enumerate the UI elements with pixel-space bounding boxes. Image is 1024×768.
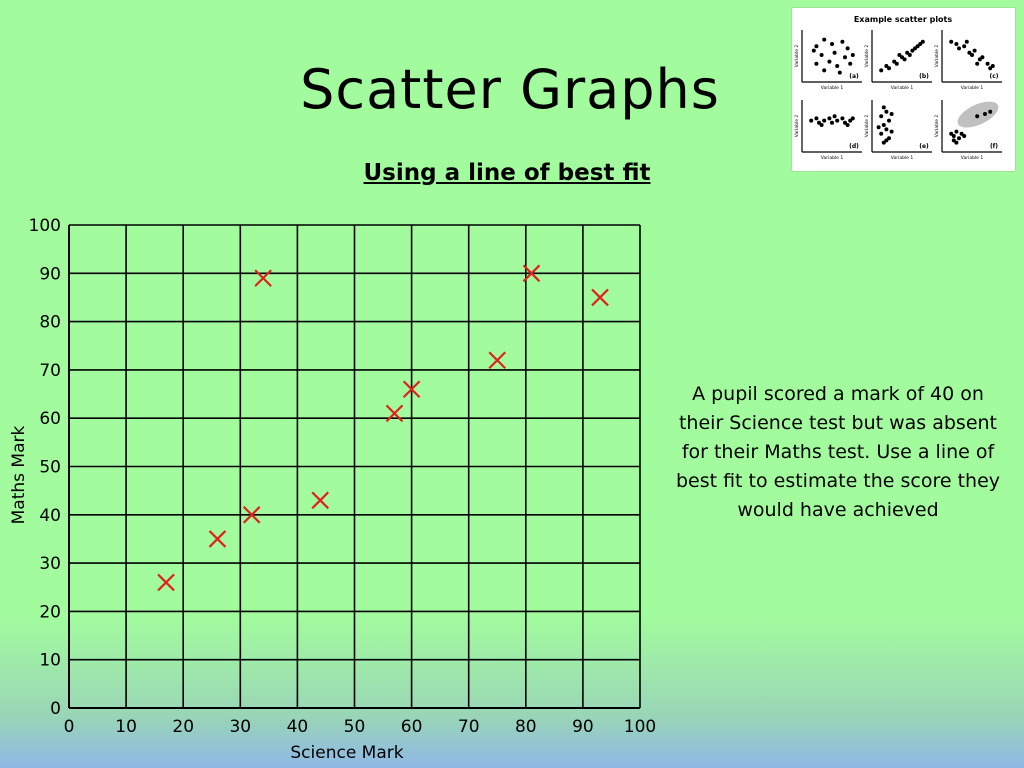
panel-label: (a) [849, 73, 859, 80]
data-points [157, 264, 609, 592]
x-tick-label: 50 [344, 717, 366, 737]
panel-label: (f) [990, 143, 998, 150]
panel-xlabel: Variable 1 [821, 85, 844, 91]
data-point-cross [242, 506, 261, 524]
panel-ylabel: Variable 2 [794, 45, 800, 68]
panel-label: (b) [919, 73, 929, 80]
x-axis-label: Science Mark [290, 743, 403, 763]
example-panel: (f) Variable 1 Variable 2 [934, 100, 1002, 161]
panel-label: (c) [989, 73, 998, 80]
panel-xlabel: Variable 1 [891, 85, 914, 91]
y-tick-label: 10 [39, 651, 61, 671]
slide-subtitle: Using a line of best fit [363, 160, 651, 186]
x-tick-label: 40 [287, 717, 309, 737]
y-tick-labels: 0 10 20 30 40 50 60 70 80 90 100 [29, 216, 61, 719]
chart-grid [68, 224, 641, 709]
x-tick-label: 90 [572, 717, 594, 737]
panel-label: (d) [849, 143, 859, 150]
data-point-cross [591, 288, 609, 307]
x-tick-label: 80 [515, 717, 537, 737]
y-tick-label: 90 [39, 264, 61, 284]
slide-title: Scatter Graphs [300, 58, 720, 121]
y-tick-label: 60 [39, 409, 61, 429]
thumbnail-title: Example scatter plots [854, 15, 953, 24]
panel-xlabel: Variable 1 [961, 85, 984, 91]
x-tick-label: 20 [172, 717, 194, 737]
data-point-cross [157, 573, 175, 592]
panel-ylabel: Variable 2 [864, 115, 870, 138]
data-point-cross [254, 269, 272, 287]
x-tick-label: 0 [64, 717, 75, 737]
panel-ylabel: Variable 2 [934, 115, 940, 138]
scatter-chart: 0 10 20 30 40 50 60 70 80 90 100 0 10 20 30 40 50 60 70 80… [9, 216, 657, 763]
example-panel: (a) Variable 1 Variable 2 [794, 30, 862, 91]
panel-ylabel: Variable 2 [864, 45, 870, 68]
example-panel: (b) Variable 1 Variable 2 [864, 30, 932, 91]
example-panel: (e) Variable 1 Variable 2 [864, 100, 932, 161]
data-point-cross [488, 351, 507, 370]
x-tick-label: 70 [458, 717, 480, 737]
x-tick-labels: 0 10 20 30 40 50 60 70 80 90 100 [64, 717, 657, 737]
data-point-cross [522, 264, 541, 283]
example-scatter-plots-graphic: Example scatter plots (a) Variable 1 Varia… [794, 15, 1002, 161]
y-tick-label: 80 [39, 313, 61, 333]
x-tick-label: 30 [229, 717, 251, 737]
panel-ylabel: Variable 2 [934, 45, 940, 68]
panel-label: (e) [919, 143, 929, 150]
example-panel: (c) Variable 1 Variable 2 [934, 30, 1002, 91]
data-point-cross [385, 404, 404, 423]
y-axis-label: Maths Mark [9, 425, 29, 524]
example-scatter-plots-image: Example scatter plots (a) Variable 1 Varia… [792, 8, 1015, 171]
panel-xlabel: Variable 1 [961, 155, 984, 161]
x-tick-label: 100 [624, 717, 656, 737]
data-point-cross [402, 380, 421, 398]
panel-xlabel: Variable 1 [891, 155, 914, 161]
y-tick-label: 50 [39, 458, 61, 478]
y-tick-label: 100 [29, 216, 61, 236]
x-tick-label: 10 [115, 717, 137, 737]
question-text: A pupil scored a mark of 40 on their Sci… [675, 383, 1001, 521]
x-tick-label: 60 [401, 717, 423, 737]
y-tick-label: 0 [50, 699, 61, 719]
y-tick-label: 20 [39, 602, 61, 622]
y-tick-label: 30 [39, 554, 61, 574]
y-tick-label: 40 [39, 506, 61, 526]
example-panel: (d) Variable 1 Variable 2 [794, 100, 862, 161]
y-tick-label: 70 [39, 361, 61, 381]
data-point-cross [208, 530, 227, 548]
data-point-cross [311, 491, 330, 510]
panel-ylabel: Variable 2 [794, 115, 800, 138]
panel-xlabel: Variable 1 [821, 155, 844, 161]
